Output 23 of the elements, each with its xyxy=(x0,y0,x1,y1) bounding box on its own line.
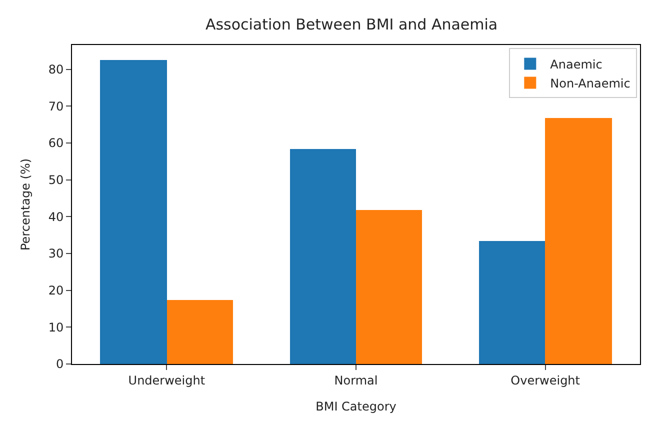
y-tick-label: 60 xyxy=(48,136,64,150)
bar xyxy=(167,300,233,364)
bar xyxy=(356,210,422,364)
bar xyxy=(545,118,612,364)
y-tick-label: 10 xyxy=(48,320,64,334)
y-tick-label: 30 xyxy=(48,246,64,261)
y-tick-label: 70 xyxy=(48,99,64,114)
x-axis-title: BMI Category xyxy=(316,399,396,414)
bar xyxy=(290,149,356,364)
chart-title: Association Between BMI and Anaemia xyxy=(205,15,498,34)
x-tick-label: Normal xyxy=(334,373,378,388)
x-tick-label: Underweight xyxy=(128,373,206,388)
legend-label: Non-Anaemic xyxy=(550,76,630,90)
y-tick-label: 80 xyxy=(48,62,64,77)
y-tick-label: 0 xyxy=(56,357,64,372)
x-tick-label: Overweight xyxy=(510,373,580,388)
legend-label: Anaemic xyxy=(550,57,602,72)
bar xyxy=(100,60,167,364)
y-tick-label: 40 xyxy=(48,210,64,224)
bar xyxy=(479,241,545,364)
y-tick-label: 20 xyxy=(48,284,64,298)
y-tick-label: 50 xyxy=(48,173,64,188)
y-axis-title: Percentage (%) xyxy=(18,158,33,251)
